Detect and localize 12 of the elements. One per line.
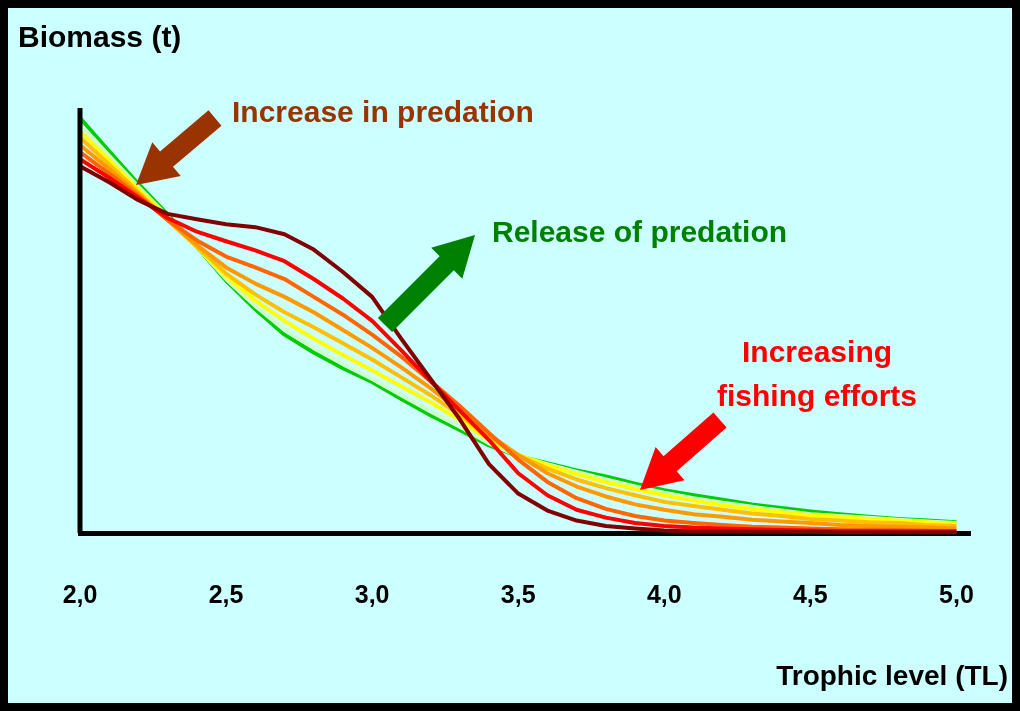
x-tick-label: 4,0 (646, 579, 682, 608)
x-tick-label: 4,5 (792, 579, 828, 608)
annotation: Increase in predation (232, 94, 535, 130)
annotation: Release of predation (492, 214, 789, 250)
annotation: Increasing fishing efforts (716, 334, 918, 414)
x-tick-label: 3,5 (500, 579, 536, 608)
x-tick-label: 2,5 (208, 579, 244, 608)
x-tick-label: 5,0 (939, 579, 974, 608)
y-axis-title: Biomass (t) (18, 20, 182, 54)
x-tick-label: 2,0 (62, 579, 98, 608)
x-axis-title: Trophic level (TL) (776, 660, 1008, 692)
x-tick-label: 3,0 (354, 579, 390, 608)
